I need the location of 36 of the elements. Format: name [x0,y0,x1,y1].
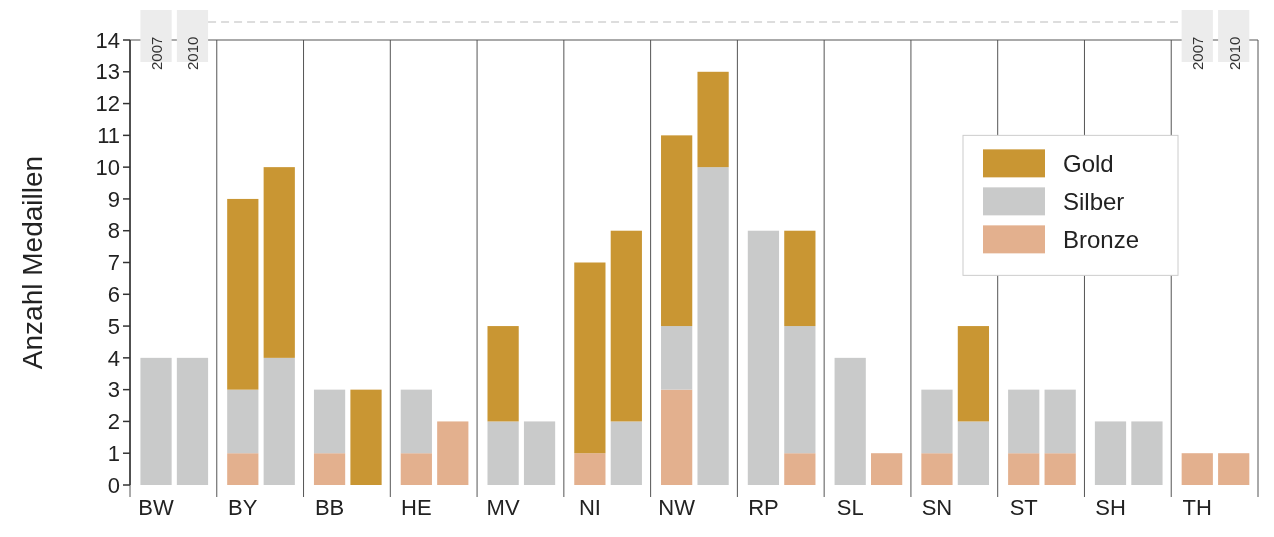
legend-label: Gold [1063,149,1114,177]
text: 2010 [1225,36,1243,70]
y-tick-label: 10 [95,154,120,180]
x-tick-label: TH [1182,495,1212,520]
x-tick-label: NW [658,495,696,520]
y-tick-label: 6 [107,281,120,307]
x-tick-label: MV [486,495,520,520]
y-tick-label: 14 [95,27,120,53]
y-tick-label: 0 [107,472,120,498]
x-tick-label: ST [1009,495,1038,520]
x-tick-label: NI [578,495,601,520]
x-tick-label: BY [228,495,258,520]
annotation: 2010 [184,36,202,70]
y-tick-label: 4 [107,345,120,371]
legend-label: Silber [1063,187,1125,215]
y-tick-label: 2 [107,409,120,435]
text: 2007 [1189,36,1207,70]
x-tick-label: BW [138,495,174,520]
y-tick-label: 8 [107,218,120,244]
y-tick-label: 7 [107,250,120,276]
annotation: 2007 [148,36,166,70]
x-tick-label: SL [836,495,864,520]
y-tick-label: 11 [97,123,120,149]
y-tick-label: 5 [107,313,120,339]
legend-label: Bronze [1063,225,1140,253]
x-tick-label: BB [314,495,345,520]
y-tick-label: 12 [95,91,120,117]
y-tick-label: 9 [107,186,120,212]
x-tick-label: HE [401,495,432,520]
y-tick-label: 3 [107,377,120,403]
y-tick-label: 1 [107,440,120,466]
y-axis-title: Anzahl Medaillen [17,155,48,370]
x-tick-label: SN [921,495,953,520]
x-tick-label: RP [748,495,779,520]
x-tick-label: SH [1095,495,1126,520]
y-tick-label: 13 [95,59,120,85]
